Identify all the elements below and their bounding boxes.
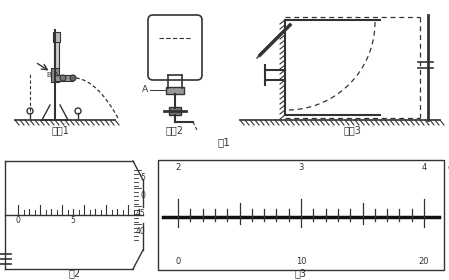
Text: 5: 5 xyxy=(140,174,145,183)
Text: 图1: 图1 xyxy=(218,137,230,147)
Bar xyxy=(53,32,60,42)
Text: 图2: 图2 xyxy=(69,268,81,278)
Bar xyxy=(166,87,184,94)
Text: cm: cm xyxy=(447,164,449,172)
Text: B: B xyxy=(47,72,51,78)
Text: 40: 40 xyxy=(135,227,145,237)
Text: 20: 20 xyxy=(419,258,429,267)
Text: 45: 45 xyxy=(135,209,145,218)
Bar xyxy=(158,160,444,270)
Circle shape xyxy=(60,75,66,81)
Bar xyxy=(54,40,59,68)
Text: A: A xyxy=(142,85,148,95)
Text: 3: 3 xyxy=(298,164,304,172)
Text: 装置3: 装置3 xyxy=(343,125,361,135)
Bar xyxy=(51,68,59,82)
Text: A: A xyxy=(53,72,58,78)
Text: 10: 10 xyxy=(296,258,306,267)
Text: 装置1: 装置1 xyxy=(51,125,69,135)
Text: 图3: 图3 xyxy=(295,268,307,278)
Bar xyxy=(55,75,73,81)
Text: 0: 0 xyxy=(176,258,180,267)
Text: 0: 0 xyxy=(140,192,145,200)
Bar xyxy=(169,107,181,115)
Circle shape xyxy=(70,75,76,81)
Text: 5: 5 xyxy=(70,216,75,225)
Text: 装置2: 装置2 xyxy=(166,125,184,135)
Text: 4: 4 xyxy=(421,164,427,172)
Text: 2: 2 xyxy=(176,164,180,172)
Text: 0: 0 xyxy=(16,216,21,225)
